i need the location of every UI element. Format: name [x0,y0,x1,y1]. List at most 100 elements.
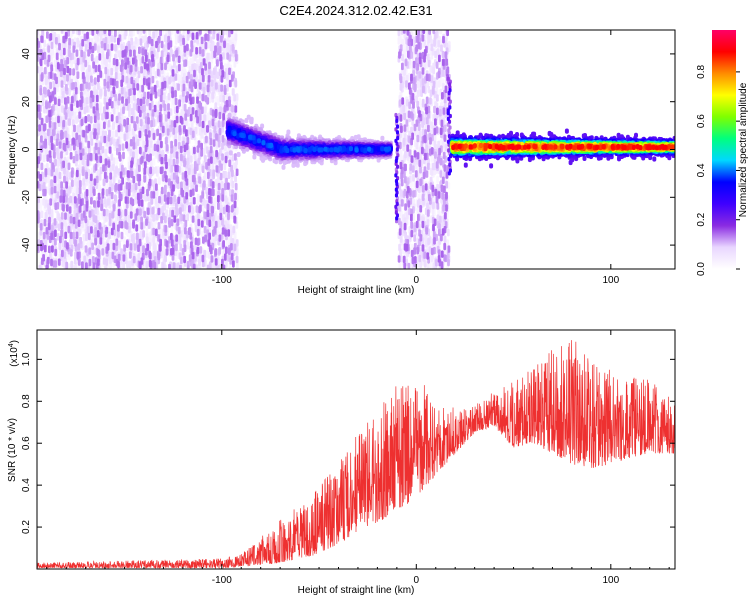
heatmap-cell [98,173,102,181]
heatmap-cell [113,138,116,146]
heatmap-cell [89,131,93,139]
heatmap-cell [73,264,77,269]
heatmap-cell [104,148,108,157]
heatmap-cell [115,166,118,174]
heatmap-cells [37,30,675,269]
heatmap-cell [186,242,190,250]
heatmap-cell [225,240,229,248]
heatmap-cell [134,36,138,45]
heatmap-cell [158,177,161,185]
heatmap-cell [137,252,141,261]
heatmap-cell [432,201,435,210]
heatmap-cell [39,93,43,102]
heatmap-cell [161,33,165,42]
heatmap-cell [214,102,218,110]
heatmap-cell [47,175,50,183]
heatmap-cell [67,213,70,221]
heatmap-cell [220,181,224,189]
heatmap-cell [436,175,439,184]
heatmap-cell [412,174,415,182]
heatmap-cell [433,140,437,148]
heatmap-cell [105,208,109,217]
heatmap-cell [128,78,131,86]
heatmap-cell [41,93,45,101]
heatmap-cell [180,63,184,71]
heatmap-cell [222,170,226,179]
heatmap-cell [136,30,140,35]
heatmap-cell [76,181,80,189]
heatmap-cell [149,140,153,148]
heatmap-cell [145,260,149,269]
heatmap-cell [444,143,448,152]
heatmap-cell [178,237,182,245]
heatmap-cell [107,36,111,44]
heatmap-cell [141,133,145,142]
heatmap-cell [231,180,235,189]
heatmap-cell [234,33,238,41]
heatmap-cell [108,231,111,240]
heatmap-cell [201,204,205,213]
heatmap-cell [82,178,86,186]
heatmap-cell [120,131,124,140]
heatmap-cell [117,240,121,248]
heatmap-cell [399,235,403,243]
heatmap-cell [182,30,186,35]
heatmap-cell [203,114,207,122]
heatmap-cell [223,162,227,171]
heatmap-cell [86,75,90,83]
heatmap-cell [189,155,193,163]
heatmap-cell [211,264,215,269]
heatmap-cell [437,40,441,48]
heatmap-cell [170,226,174,235]
heatmap-cell [148,30,152,36]
heatmap-cell [168,63,172,71]
heatmap-cell [98,184,101,192]
heatmap-cell [55,168,58,176]
heatmap-cell [196,193,200,202]
heatmap-cell [170,30,174,35]
heatmap-cell [219,94,222,103]
heatmap-cell [416,80,420,89]
heatmap-cell [155,51,159,59]
heatmap-cell [103,57,107,65]
heatmap-cell [129,148,133,157]
heatmap-cell [225,30,228,36]
heatmap-cell [65,170,69,178]
heatmap-cell [152,214,155,222]
heatmap-cell [214,179,218,187]
heatmap-cell [209,43,213,52]
heatmap-cell [191,63,195,72]
heatmap-cell [446,239,449,247]
heatmap-cell [167,92,171,101]
heatmap-cell [198,258,201,266]
heatmap-cell [61,105,64,113]
heatmap-cell [397,37,401,45]
heatmap-cell [173,60,176,68]
heatmap-cell [416,199,420,208]
heatmap-cell [434,50,437,59]
heatmap-cell [431,162,435,171]
heatmap-cell [201,230,204,239]
heatmap-cell [437,80,441,88]
heatmap-cell [139,30,143,35]
heatmap-cell [112,163,115,172]
heatmap-cell [142,68,146,77]
heatmap-cell [209,36,213,44]
heatmap-cell [67,263,71,269]
heatmap-cell [108,253,112,262]
heatmap-cell [233,60,237,68]
heatmap-cell [154,196,158,205]
heatmap-cell [109,239,113,248]
heatmap-cell [404,150,407,159]
heatmap-cell [78,228,81,237]
heatmap-cell [47,167,51,176]
heatmap-cell [42,154,46,163]
heatmap-cell [154,166,158,174]
heatmap-cell [443,235,447,243]
heatmap-cell [152,242,156,250]
heatmap-cell [115,129,118,138]
heatmap-cell [439,30,443,35]
heatmap-cell [107,198,110,206]
heatmap-cell [161,205,165,214]
heatmap-cell [416,89,420,98]
